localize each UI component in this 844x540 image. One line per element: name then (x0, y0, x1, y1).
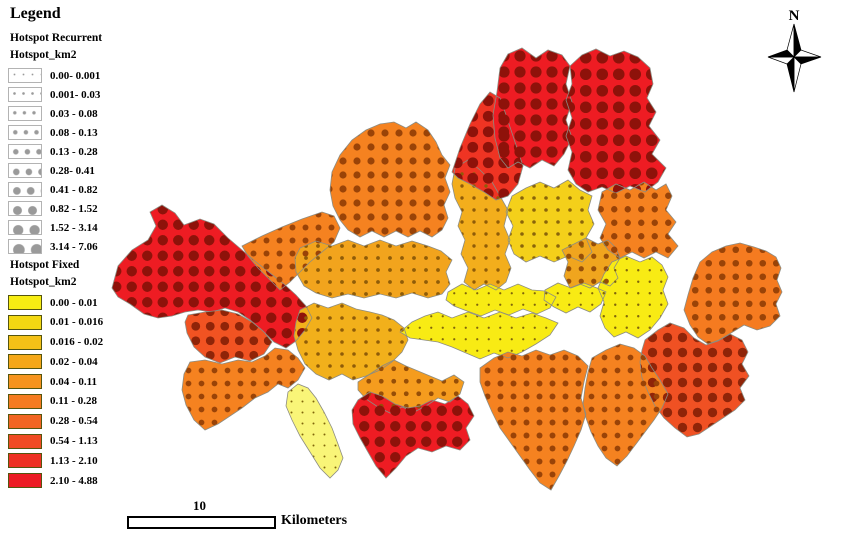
legend-item: 0.03 - 0.08 (8, 106, 148, 121)
legend-section-subheading: Hotspot_km2 (10, 49, 77, 61)
color-swatch (8, 393, 42, 409)
legend-item: 0.41 - 0.82 (8, 182, 148, 197)
map-district-dots (479, 349, 589, 491)
legend-item: 1.52 - 3.14 (8, 220, 148, 235)
legend-item-label: 0.28 - 0.54 (50, 415, 98, 428)
map-district-dots (597, 181, 679, 259)
map-district-dots (181, 347, 306, 431)
legend-item: 0.28 - 0.54 (8, 413, 148, 429)
scalebar (127, 516, 276, 529)
dot-size-swatch (8, 87, 42, 102)
legend-section-heading: Hotspot Recurrent (10, 32, 103, 44)
dot-overlays (111, 47, 783, 491)
legend-item-label: 0.28- 0.41 (50, 164, 95, 177)
dot-size-swatch (8, 163, 42, 178)
compass-star-icon (767, 23, 822, 93)
color-swatch (8, 354, 42, 370)
map-district-dots (351, 391, 475, 479)
map-district-dots (184, 309, 273, 364)
map-district-dots (492, 47, 573, 169)
legend-item: 0.11 - 0.28 (8, 393, 148, 409)
dot-size-swatch (8, 182, 42, 197)
map-district-dots (597, 255, 669, 339)
color-swatch (8, 374, 42, 390)
map-district-dots (329, 121, 451, 238)
legend-item-label: 0.08 - 0.13 (50, 126, 98, 139)
color-swatch (8, 433, 42, 449)
legend-item-label: 0.41 - 0.82 (50, 183, 98, 196)
map-district-dots (285, 383, 344, 479)
legend-item: 0.04 - 0.11 (8, 374, 148, 390)
legend-item: 2.10 - 4.88 (8, 473, 148, 489)
legend-item-label: 0.01 - 0.016 (50, 316, 104, 329)
legend-section-heading: Hotspot Fixed (10, 259, 80, 271)
legend-item: 0.016 - 0.02 (8, 334, 148, 350)
dot-size-swatch (8, 125, 42, 140)
legend-item: 0.82 - 1.52 (8, 201, 148, 216)
legend-item: 0.01 - 0.016 (8, 314, 148, 330)
legend-item-label: 0.11 - 0.28 (50, 395, 98, 408)
dot-size-swatch (8, 239, 42, 254)
map-district-dots (543, 282, 607, 314)
legend-item: 0.08 - 0.13 (8, 125, 148, 140)
legend-item: 0.001- 0.03 (8, 87, 148, 102)
legend-item: 0.54 - 1.13 (8, 433, 148, 449)
legend-item-label: 0.82 - 1.52 (50, 202, 98, 215)
legend-item: 3.14 - 7.06 (8, 239, 148, 254)
legend-item: 0.00 - 0.01 (8, 295, 148, 310)
map-district-dots (445, 283, 557, 317)
legend-item-label: 3.14 - 7.06 (50, 240, 98, 253)
legend-item-label: 0.04 - 0.11 (50, 375, 98, 388)
dot-size-swatch (8, 68, 42, 83)
legend-item-label: 0.54 - 1.13 (50, 435, 98, 448)
legend-item-label: 0.00 - 0.01 (50, 296, 98, 309)
map-district-dots (683, 242, 783, 345)
legend-item-label: 1.52 - 3.14 (50, 221, 98, 234)
scalebar-distance: 10 (193, 498, 206, 513)
color-swatch (8, 413, 42, 429)
map-district-dots (294, 239, 453, 299)
dot-size-swatch (8, 144, 42, 159)
dot-size-swatch (8, 106, 42, 121)
legend-item: 0.00- 0.001 (8, 68, 148, 83)
legend-section-fixed: Hotspot Fixed Hotspot_km2 0.00 - 0.01 0.0… (8, 259, 148, 489)
legend-section-subheading: Hotspot_km2 (10, 276, 77, 288)
legend-item: 0.02 - 0.04 (8, 354, 148, 370)
legend-item: 1.13 - 2.10 (8, 453, 148, 469)
legend-item-label: 1.13 - 2.10 (50, 454, 98, 467)
color-swatch (8, 295, 42, 310)
color-swatch (8, 473, 42, 489)
legend-item: 0.13 - 0.28 (8, 144, 148, 159)
legend-item-label: 0.03 - 0.08 (50, 107, 98, 120)
legend-dot-rows: 0.00- 0.001 0.001- 0.03 0.03 - 0.08 0.08 - … (8, 68, 148, 254)
legend-panel: Legend Hotspot Recurrent Hotspot_km2 0.0… (8, 5, 148, 493)
legend-title: Legend (10, 5, 61, 22)
north-label: N (789, 8, 800, 24)
legend-color-rows: 0.00 - 0.01 0.01 - 0.016 0.016 - 0.02 0.02 … (8, 295, 148, 489)
legend-item-label: 2.10 - 4.88 (50, 474, 98, 487)
north-arrow: N (767, 8, 822, 93)
legend-item: 0.28- 0.41 (8, 163, 148, 178)
color-swatch (8, 334, 42, 350)
legend-item-label: 0.016 - 0.02 (50, 336, 104, 349)
map-district-dots (399, 311, 559, 360)
legend-item-label: 0.13 - 0.28 (50, 145, 98, 158)
legend-item-label: 0.00- 0.001 (50, 69, 101, 82)
dot-size-swatch (8, 201, 42, 216)
legend-item-label: 0.02 - 0.04 (50, 355, 98, 368)
color-swatch (8, 453, 42, 469)
color-swatch (8, 314, 42, 330)
map-district-dots (565, 48, 667, 194)
legend-item-label: 0.001- 0.03 (50, 88, 101, 101)
dot-size-swatch (8, 220, 42, 235)
legend-section-recurrent: Hotspot Recurrent Hotspot_km2 0.00- 0.00… (8, 32, 148, 254)
scalebar-unit: Kilometers (281, 513, 348, 528)
